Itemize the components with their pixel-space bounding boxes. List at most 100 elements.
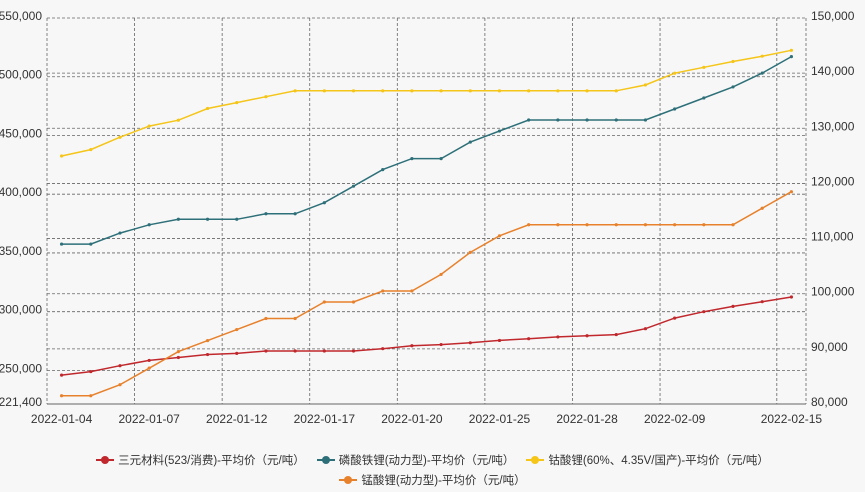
data-point: [585, 118, 589, 122]
data-point: [118, 231, 122, 235]
data-point: [614, 223, 618, 227]
y-right-tick-label: 100,000: [811, 285, 855, 299]
data-point: [235, 217, 239, 221]
series-line: [61, 49, 792, 157]
data-point: [205, 352, 210, 357]
y-right-tick-label: 130,000: [811, 119, 855, 133]
data-point: [205, 338, 210, 343]
data-point: [176, 118, 180, 122]
data-point: [351, 349, 356, 353]
data-point: [789, 190, 794, 194]
data-point: [264, 316, 268, 321]
y-right-tick-label: 110,000: [811, 230, 854, 244]
data-point: [322, 349, 326, 353]
data-point: [468, 250, 472, 254]
data-point: [439, 272, 443, 277]
data-point: [556, 223, 560, 227]
y-right-tick-label: 90,000: [811, 340, 848, 354]
data-point: [585, 223, 589, 227]
data-point: [556, 89, 560, 93]
data-point: [235, 351, 239, 355]
series-line: [61, 296, 792, 376]
data-point: [147, 223, 151, 227]
data-point: [147, 366, 151, 370]
legend-item[interactable]: 三元材料(523/消费)-平均价（元/吨）: [96, 452, 305, 468]
data-point: [673, 316, 677, 320]
data-point: [322, 300, 326, 304]
data-point: [351, 184, 356, 188]
data-point: [381, 89, 385, 93]
data-point: [614, 332, 618, 337]
y-right-tick-label: 150,000: [811, 9, 855, 23]
data-point: [147, 124, 151, 128]
data-point: [118, 383, 122, 387]
data-point: [760, 54, 764, 58]
data-point: [439, 89, 443, 93]
data-point: [643, 118, 648, 122]
legend-marker-icon: [96, 455, 115, 465]
data-point: [293, 349, 297, 353]
data-point: [731, 304, 735, 308]
data-point: [176, 217, 180, 221]
data-point: [89, 147, 93, 152]
data-point: [351, 300, 356, 304]
data-point: [468, 89, 472, 93]
data-point: [89, 369, 93, 374]
data-point: [527, 223, 531, 227]
data-point: [643, 223, 648, 227]
data-point: [789, 48, 794, 52]
data-point: [264, 349, 268, 353]
data-point: [264, 212, 268, 216]
data-point: [410, 344, 414, 348]
data-point: [59, 373, 64, 377]
data-point: [351, 89, 356, 93]
data-point: [381, 289, 385, 293]
x-tick-label: 2022-01-20: [381, 412, 443, 426]
data-point: [614, 89, 618, 93]
series-line: [61, 55, 792, 245]
data-point: [527, 337, 531, 341]
y-left-tick-label: 350,000: [0, 244, 42, 258]
legend-item[interactable]: 磷酸铁锂(动力型)-平均价（元/吨）: [316, 452, 515, 468]
data-point: [527, 118, 531, 122]
data-point: [585, 334, 589, 338]
data-point: [381, 347, 385, 351]
data-point: [176, 355, 180, 360]
data-point: [673, 107, 677, 111]
data-point: [731, 223, 735, 227]
data-point: [59, 394, 64, 398]
data-point: [439, 342, 443, 347]
data-point: [293, 212, 297, 216]
data-point: [468, 341, 472, 345]
data-point: [293, 316, 297, 321]
data-point: [760, 71, 764, 75]
legend-marker-icon: [526, 455, 545, 465]
data-point: [731, 59, 735, 64]
data-point: [760, 206, 764, 210]
legend-label: 磷酸铁锂(动力型)-平均价（元/吨）: [338, 455, 515, 467]
data-point: [118, 364, 122, 368]
x-tick-label: 2022-01-12: [206, 412, 268, 426]
legend-label: 三元材料(523/消费)-平均价（元/吨）: [118, 455, 305, 467]
y-right-tick-label: 120,000: [811, 174, 855, 188]
line-chart: 221,400 250,000 300,000 350,000 400,000 450,0…: [0, 9, 855, 426]
legend-item[interactable]: 钴酸锂(60%、4.35V/国产)-平均价（元/吨）: [526, 452, 769, 468]
data-point: [614, 118, 618, 122]
y-left-tick-label: 550,000: [0, 9, 42, 23]
data-point: [410, 89, 414, 93]
data-point: [702, 65, 706, 69]
data-point: [118, 135, 122, 139]
data-point: [702, 96, 706, 100]
y-left-tick-label: 450,000: [0, 126, 42, 140]
data-point: [702, 223, 706, 227]
x-tick-label: 2022-01-17: [294, 412, 356, 426]
data-point: [702, 310, 706, 314]
data-point: [673, 71, 677, 75]
y-left-tick-label: 221,400: [0, 395, 42, 409]
legend-item[interactable]: 锰酸锂(动力型)-平均价（元/吨）: [339, 472, 526, 488]
data-point: [789, 295, 794, 299]
data-point: [673, 223, 677, 227]
data-point: [205, 106, 210, 111]
data-point: [497, 89, 502, 93]
x-tick-label: 2022-01-28: [556, 412, 618, 426]
